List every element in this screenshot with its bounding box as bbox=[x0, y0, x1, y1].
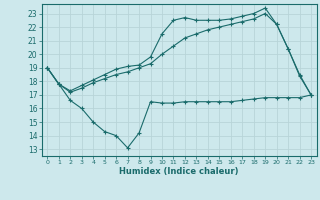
X-axis label: Humidex (Indice chaleur): Humidex (Indice chaleur) bbox=[119, 167, 239, 176]
